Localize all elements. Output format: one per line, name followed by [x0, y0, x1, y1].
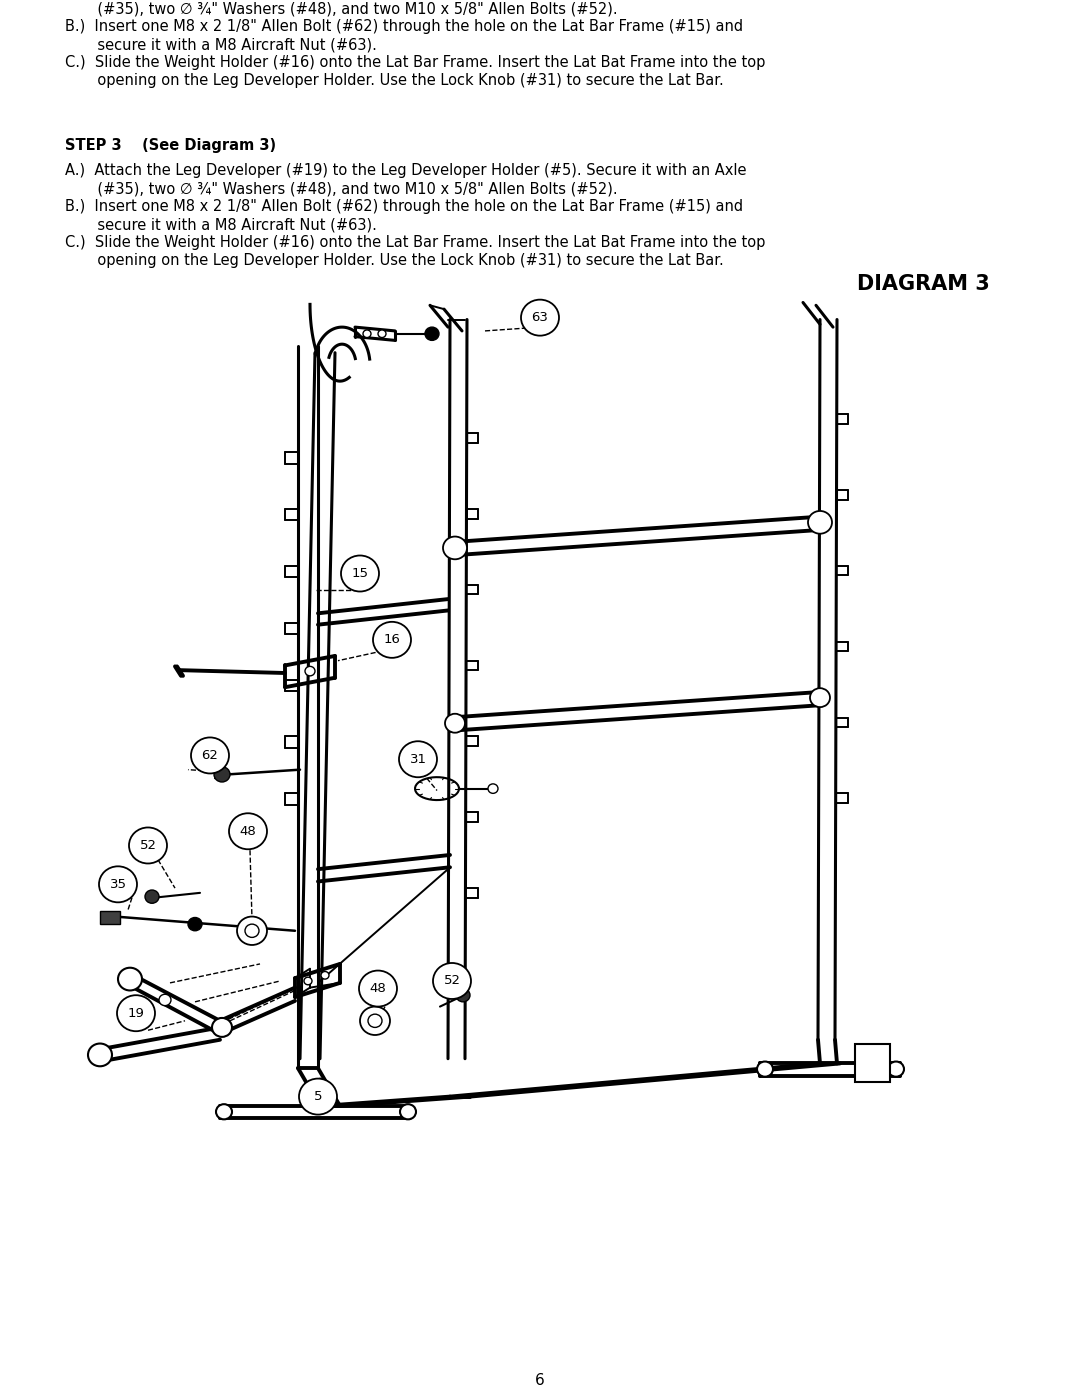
Circle shape	[378, 330, 386, 338]
Text: A.)  Attach the Leg Developer (#19) to the Leg Developer Holder (#5). Secure it : A.) Attach the Leg Developer (#19) to th…	[65, 163, 746, 179]
Circle shape	[445, 714, 465, 732]
Circle shape	[117, 995, 156, 1031]
Circle shape	[188, 918, 202, 930]
Text: secure it with a M8 Aircraft Nut (#63).: secure it with a M8 Aircraft Nut (#63).	[65, 38, 377, 52]
Circle shape	[808, 511, 832, 534]
Circle shape	[363, 330, 372, 338]
Text: C.)  Slide the Weight Holder (#16) onto the Lat Bar Frame. Insert the Lat Bat Fr: C.) Slide the Weight Holder (#16) onto t…	[65, 235, 766, 250]
Circle shape	[118, 968, 141, 990]
Circle shape	[299, 1078, 337, 1115]
Circle shape	[399, 742, 437, 777]
Circle shape	[212, 1018, 232, 1037]
Text: 48: 48	[240, 824, 256, 838]
Circle shape	[305, 666, 315, 676]
Circle shape	[321, 971, 329, 979]
Text: opening on the Leg Developer Holder. Use the Lock Knob (#31) to secure the Lat B: opening on the Leg Developer Holder. Use…	[65, 73, 724, 88]
Circle shape	[810, 689, 831, 707]
Circle shape	[214, 767, 230, 782]
Circle shape	[87, 1044, 112, 1066]
Text: 35: 35	[109, 877, 126, 891]
Circle shape	[373, 622, 411, 658]
Bar	[100, 911, 120, 925]
Text: (#35), two ∅ ¾" Washers (#48), and two M10 x 5/8" Allen Bolts (#52).: (#35), two ∅ ¾" Washers (#48), and two M…	[65, 1, 618, 17]
Text: opening on the Leg Developer Holder. Use the Lock Knob (#31) to secure the Lat B: opening on the Leg Developer Holder. Use…	[65, 253, 724, 268]
Circle shape	[360, 1007, 390, 1035]
Circle shape	[129, 827, 167, 863]
Circle shape	[229, 813, 267, 849]
Circle shape	[159, 995, 171, 1006]
Circle shape	[341, 556, 379, 591]
Circle shape	[888, 1062, 904, 1077]
Text: 48: 48	[369, 982, 387, 995]
Circle shape	[426, 327, 438, 341]
Circle shape	[99, 866, 137, 902]
Text: B.)  Insert one M8 x 2 1/8" Allen Bolt (#62) through the hole on the Lat Bar Fra: B.) Insert one M8 x 2 1/8" Allen Bolt (#…	[65, 200, 743, 214]
Circle shape	[433, 963, 471, 999]
Circle shape	[400, 1104, 416, 1119]
Text: C.)  Slide the Weight Holder (#16) onto the Lat Bar Frame. Insert the Lat Bat Fr: C.) Slide the Weight Holder (#16) onto t…	[65, 54, 766, 70]
Text: 62: 62	[202, 749, 218, 761]
Circle shape	[368, 1014, 382, 1027]
Text: DIAGRAM 3: DIAGRAM 3	[858, 274, 990, 293]
Circle shape	[443, 536, 467, 559]
Text: STEP 3    (See Diagram 3): STEP 3 (See Diagram 3)	[65, 137, 276, 152]
Text: 19: 19	[127, 1007, 145, 1020]
Text: 52: 52	[139, 840, 157, 852]
Circle shape	[191, 738, 229, 774]
Text: (#35), two ∅ ¾" Washers (#48), and two M10 x 5/8" Allen Bolts (#52).: (#35), two ∅ ¾" Washers (#48), and two M…	[65, 182, 618, 196]
Bar	[855, 1045, 890, 1083]
Circle shape	[216, 1104, 232, 1119]
Circle shape	[145, 890, 159, 904]
Circle shape	[521, 299, 559, 335]
Circle shape	[359, 971, 397, 1007]
Text: 6: 6	[535, 1373, 545, 1389]
Circle shape	[757, 1062, 773, 1077]
Text: secure it with a M8 Aircraft Nut (#63).: secure it with a M8 Aircraft Nut (#63).	[65, 217, 377, 232]
Circle shape	[488, 784, 498, 793]
Circle shape	[303, 977, 312, 985]
Text: 52: 52	[444, 975, 460, 988]
Text: 5: 5	[314, 1090, 322, 1104]
Text: 63: 63	[531, 312, 549, 324]
Text: 16: 16	[383, 633, 401, 647]
Text: B.)  Insert one M8 x 2 1/8" Allen Bolt (#62) through the hole on the Lat Bar Fra: B.) Insert one M8 x 2 1/8" Allen Bolt (#…	[65, 20, 743, 34]
Text: 31: 31	[409, 753, 427, 766]
Circle shape	[456, 989, 470, 1002]
Text: 15: 15	[351, 567, 368, 580]
Circle shape	[245, 925, 259, 937]
Circle shape	[237, 916, 267, 944]
